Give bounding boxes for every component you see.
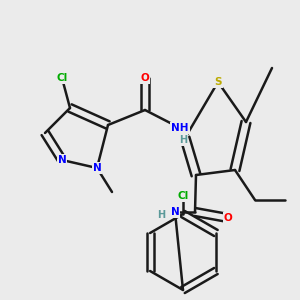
- Text: Cl: Cl: [177, 191, 189, 201]
- Text: N: N: [93, 163, 101, 173]
- Text: N: N: [58, 155, 66, 165]
- Text: Cl: Cl: [56, 73, 68, 83]
- Text: H: H: [179, 135, 187, 145]
- Text: H: H: [157, 210, 165, 220]
- Text: NH: NH: [171, 123, 189, 133]
- Text: S: S: [214, 77, 222, 87]
- Text: O: O: [224, 213, 232, 223]
- Text: O: O: [141, 73, 149, 83]
- Text: N: N: [171, 207, 179, 217]
